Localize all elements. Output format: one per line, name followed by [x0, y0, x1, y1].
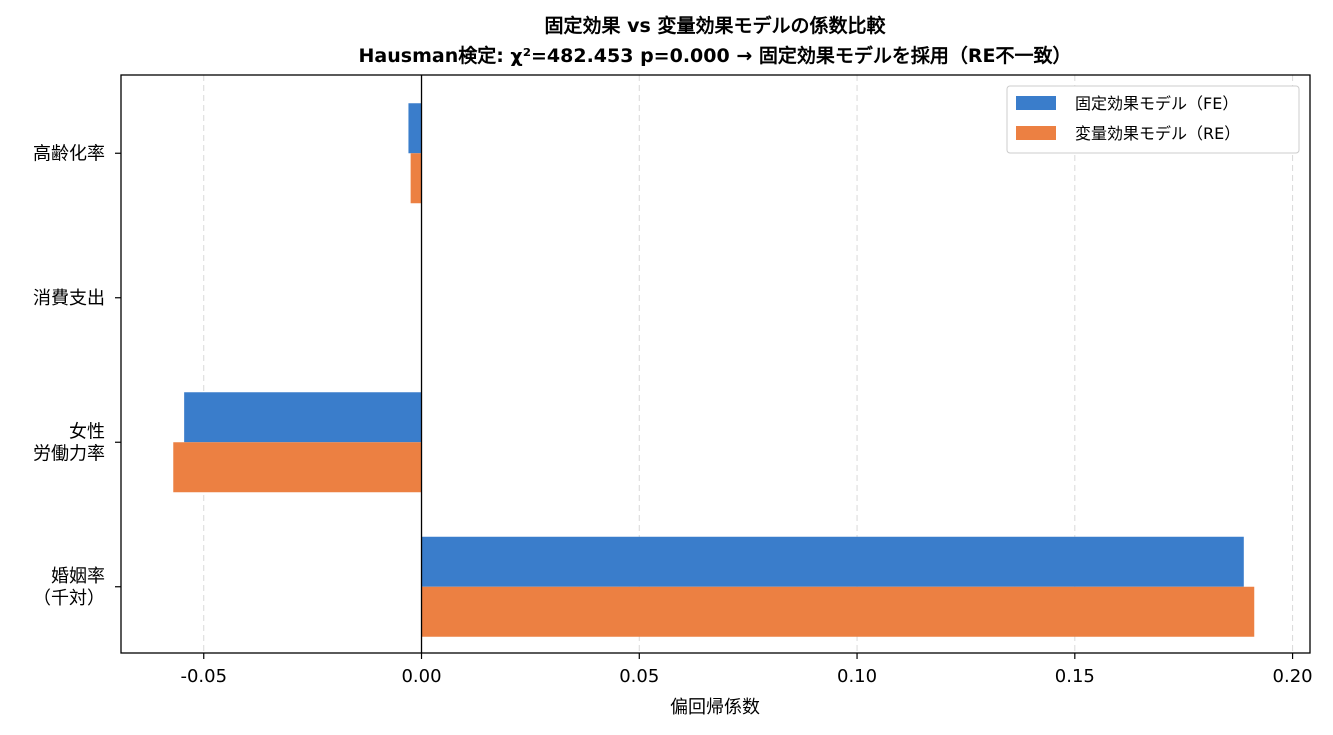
legend-label-fe: 固定効果モデル（FE） [1075, 94, 1238, 113]
plot-frame [120, 74, 1311, 654]
bar-re [173, 442, 422, 493]
x-axis-label: 偏回帰係数 [670, 697, 760, 718]
legend-swatch-fe [1016, 96, 1056, 110]
x-tick-label: 0.15 [1055, 666, 1095, 687]
y-tick-label: 高齢化率 [33, 143, 105, 164]
x-tick-label: 0.20 [1273, 666, 1313, 687]
legend-label-re: 変量効果モデル（RE） [1075, 124, 1240, 143]
x-axis-ticks: -0.05 0.00 0.05 0.10 0.15 0.20 [180, 653, 1313, 687]
x-tick-label: 0.10 [837, 666, 877, 687]
legend-box [1006, 85, 1300, 154]
chart-subtitle: Hausman検定: χ²=482.453 p=0.000 → 固定効果モデルを… [359, 44, 1072, 67]
bar-re [410, 153, 422, 204]
bar-re [421, 586, 1255, 637]
x-tick-label: -0.05 [180, 666, 227, 687]
legend-swatch-re [1016, 126, 1056, 140]
legend: 固定効果モデル（FE） 変量効果モデル（RE） [1006, 85, 1300, 154]
y-tick-label: 婚姻率（千対） [33, 566, 105, 609]
x-tick-label: 0.00 [401, 666, 441, 687]
x-tick-label: 0.05 [619, 666, 659, 687]
y-tick-label: 消費支出 [33, 288, 105, 309]
chart-title: 固定効果 vs 変量効果モデルの係数比較 [545, 14, 887, 37]
bar-fe [421, 536, 1244, 587]
bars [173, 103, 1255, 637]
bar-fe [184, 392, 422, 443]
y-tick-label: 女性労働力率 [33, 421, 105, 464]
bar-fe [408, 103, 422, 154]
